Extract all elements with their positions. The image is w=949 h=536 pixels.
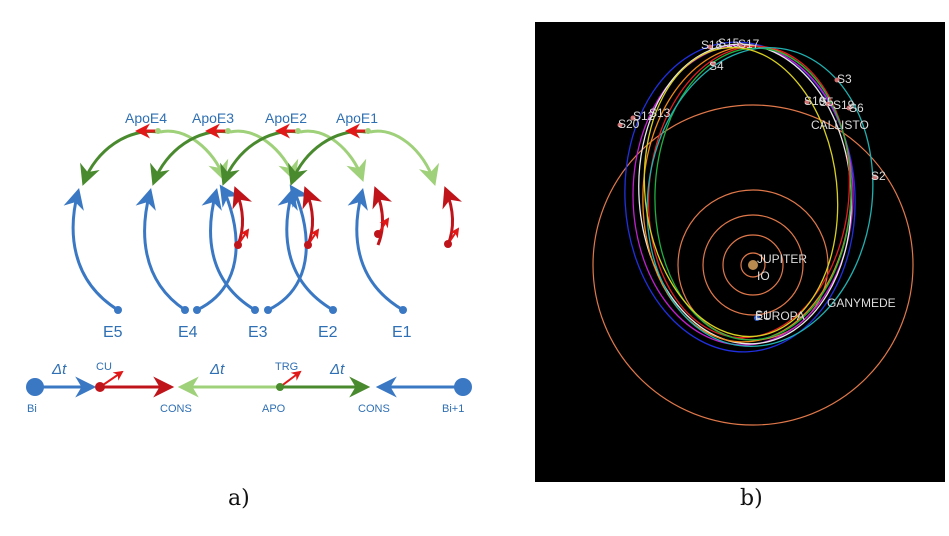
encounter-label-e3: E3 — [248, 324, 268, 341]
timeline-dt-1: Δt — [51, 361, 67, 378]
label-io: IO — [757, 269, 770, 283]
encounter-dots — [114, 306, 407, 314]
red-arcs — [232, 186, 462, 246]
timeline-bi1-label: Bi+1 — [442, 403, 464, 415]
label-s3: S3 — [837, 72, 852, 86]
encounter-label-e1: E1 — [392, 324, 412, 341]
label-s16: S16 — [804, 94, 826, 108]
timeline-bi-label: Bi — [27, 403, 37, 415]
timeline-apo-label: APO — [262, 403, 286, 415]
apo-label-e1: ApoE1 — [336, 110, 378, 126]
label-europa: EUROPA — [755, 309, 805, 323]
label-s19: S19 — [833, 98, 855, 112]
label-s15: S15 — [718, 36, 740, 50]
jupiter-orbit-plot: S18 S15 S17 S4 S3 S16 S5 S19 S6 CALLISTO… — [592, 36, 914, 426]
light-green-arcs — [159, 129, 439, 187]
label-s20: S20 — [618, 117, 640, 131]
spacecraft-orbits — [624, 41, 874, 353]
label-s6: S6 — [849, 101, 864, 115]
apo-label-e2: ApoE2 — [265, 110, 307, 126]
timeline-cons-label-2: CONS — [358, 403, 390, 415]
apoapsis-burns — [135, 123, 371, 139]
apo-label-e3: ApoE3 — [192, 110, 234, 126]
timeline-cu-label: CU — [96, 361, 112, 373]
encounter-label-e4: E4 — [178, 324, 198, 341]
timeline-trg-label: TRG — [275, 361, 298, 373]
label-s5: S5 — [819, 95, 834, 109]
timeline-cons-label-1: CONS — [160, 403, 192, 415]
panel-b-orbit-plot: S18 S15 S17 S4 S3 S16 S5 S19 S6 CALLISTO… — [535, 22, 945, 482]
dark-green-arcs — [80, 130, 367, 186]
label-s13: S13 — [649, 106, 671, 120]
label-s12: S12 — [633, 109, 655, 123]
apo-label-e4: ApoE4 — [125, 110, 167, 126]
caption-b: b) — [740, 486, 763, 511]
timeline-dt-3: Δt — [329, 361, 345, 378]
label-s2: S2 — [871, 169, 886, 183]
timeline-end-node — [454, 378, 472, 396]
europa-marker — [754, 315, 760, 321]
timeline-dt-2: Δt — [209, 361, 225, 378]
label-jupiter: JUPITER — [757, 252, 807, 266]
blue-arcs — [63, 184, 404, 312]
label-s4: S4 — [709, 59, 724, 73]
caption-a: a) — [228, 486, 250, 511]
label-callisto: CALLISTO — [811, 118, 869, 132]
label-s18: S18 — [701, 38, 723, 52]
label-s17: S17 — [738, 37, 760, 51]
encounter-label-e2: E2 — [318, 324, 338, 341]
timeline-start-node — [26, 378, 44, 396]
encounter-label-e5: E5 — [103, 324, 123, 341]
label-s1: S1 — [755, 308, 770, 322]
thrust-markers — [234, 217, 460, 249]
timeline — [26, 370, 472, 398]
panel-a-diagram: ApoE4 ApoE3 ApoE2 ApoE1 E5 E4 E3 E2 E1 — [26, 110, 472, 415]
petal-sequence-diagram: ApoE4 ApoE3 ApoE2 ApoE1 E5 E4 E3 E2 E1 — [26, 110, 472, 415]
jupiter-marker — [748, 260, 758, 270]
label-ganymede: GANYMEDE — [827, 296, 896, 310]
